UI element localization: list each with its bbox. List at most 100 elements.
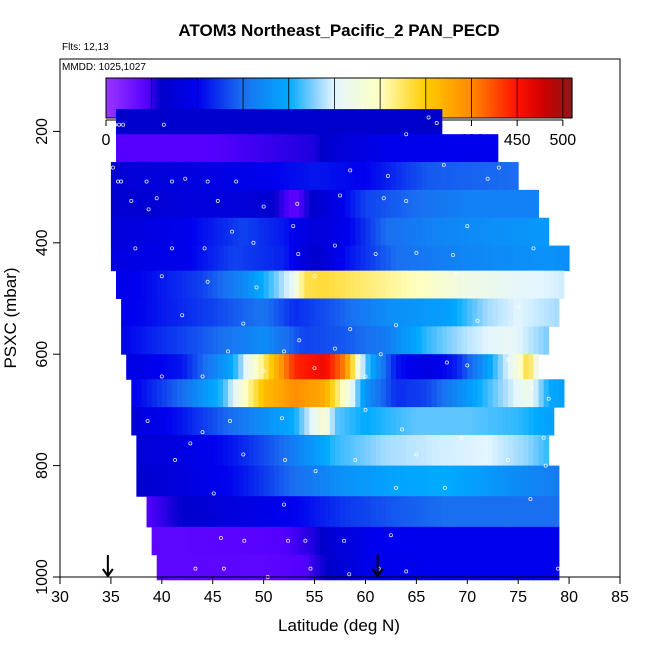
heatmap-cell (334, 162, 341, 191)
heatmap-cell (502, 526, 509, 556)
heatmap-cell (299, 554, 305, 581)
heatmap-cell (334, 245, 341, 272)
heatmap-cell (497, 434, 504, 467)
colorbar-segment (155, 78, 159, 118)
heatmap-cell (390, 379, 397, 408)
colorbar-segment (476, 78, 480, 118)
heatmap-cell (284, 298, 290, 327)
heatmap-cell (528, 434, 534, 467)
heatmap-cell (156, 354, 163, 380)
heatmap-cell (314, 465, 321, 497)
heatmap-cell (360, 270, 366, 300)
heatmap-cell (319, 162, 326, 191)
heatmap-cell (492, 526, 499, 556)
heatmap-cell (340, 379, 346, 408)
heatmap-cell (177, 298, 183, 327)
x-tick-label: 55 (306, 589, 324, 606)
heatmap-cell (136, 217, 142, 247)
heatmap-cell (151, 270, 158, 300)
heatmap-cell (345, 189, 351, 219)
heatmap-cell (263, 526, 270, 556)
colorbar-segment (310, 78, 314, 118)
heatmap-cell (156, 270, 163, 300)
heatmap-cell (146, 496, 153, 528)
heatmap-cell (146, 217, 153, 247)
heatmap-cell (528, 245, 534, 272)
heatmap-cell (436, 134, 443, 163)
heatmap-cell (502, 379, 509, 408)
heatmap-cell (202, 434, 209, 467)
colorbar-segment (450, 78, 454, 118)
heatmap-cell (228, 189, 234, 219)
heatmap-cell (116, 162, 122, 191)
heatmap-cell (426, 217, 433, 247)
heatmap-cell (390, 407, 397, 436)
heatmap-cell (508, 217, 514, 247)
heatmap-cell (187, 134, 193, 163)
heatmap-cell (385, 298, 392, 327)
heatmap-cell (299, 109, 305, 135)
sample-point (312, 366, 317, 371)
heatmap-cell (492, 326, 499, 355)
heatmap-cell (289, 245, 295, 272)
heatmap-cell (334, 434, 341, 467)
heatmap-cell (289, 298, 295, 327)
heatmap-cell (502, 354, 509, 380)
sample-point (485, 176, 490, 181)
heatmap-cell (477, 526, 484, 556)
sample-point (291, 224, 296, 229)
heatmap-cell (446, 162, 453, 191)
heatmap-cell (411, 298, 417, 327)
colorbar-segment (471, 78, 475, 118)
heatmap-cell (492, 354, 499, 380)
heatmap-cell (416, 109, 422, 135)
heatmap-cell (390, 298, 397, 327)
heatmap-cell (472, 270, 478, 300)
heatmap-cell (340, 554, 346, 581)
heatmap-cell (401, 496, 407, 528)
heatmap-cell (222, 379, 229, 408)
heatmap-cell (334, 496, 341, 528)
heatmap-cell (212, 134, 219, 163)
colorbar-segment (515, 78, 519, 118)
heatmap-cell (370, 270, 377, 300)
sample-point (543, 463, 548, 468)
colorbar-segment (540, 78, 545, 118)
heatmap-cell (487, 554, 494, 581)
heatmap-cell (243, 379, 249, 408)
heatmap-cell (406, 407, 412, 436)
heatmap-cell (228, 270, 234, 300)
heatmap-cell (146, 298, 153, 327)
heatmap-cell (217, 434, 224, 467)
heatmap-cell (340, 162, 346, 191)
heatmap-cell (446, 465, 453, 497)
heatmap-cell (340, 109, 346, 135)
colorbar-segment (118, 78, 123, 118)
heatmap-cell (166, 407, 173, 436)
heatmap-cell (116, 245, 122, 272)
heatmap-cell (294, 407, 300, 436)
colorbar-segment (569, 78, 573, 118)
heatmap-cell (299, 526, 305, 556)
heatmap-cell (146, 162, 153, 191)
heatmap-cell (380, 526, 387, 556)
heatmap-cell (441, 354, 448, 380)
heatmap-cell (192, 496, 198, 528)
heatmap-cell (390, 496, 397, 528)
heatmap-cell (385, 109, 392, 135)
sample-point (296, 251, 301, 256)
heatmap-cell (304, 354, 310, 380)
heatmap-cell (207, 245, 214, 272)
x-tick-label: 75 (509, 589, 527, 606)
sample-point (404, 132, 409, 137)
heatmap-cell (141, 354, 148, 380)
heatmap-cell (508, 354, 514, 380)
heatmap-cell (482, 326, 489, 355)
heatmap-cell (233, 379, 239, 408)
heatmap-cell (533, 189, 540, 219)
heatmap-cell (263, 434, 270, 467)
heatmap-cell (467, 162, 473, 191)
heatmap-cell (273, 109, 280, 135)
colorbar-segment (165, 78, 169, 118)
